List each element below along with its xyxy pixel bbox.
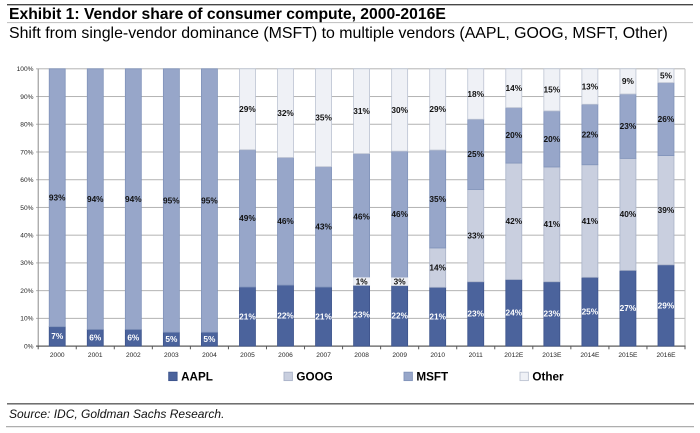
svg-text:46%: 46% — [353, 212, 370, 222]
svg-text:41%: 41% — [582, 216, 599, 226]
svg-text:23%: 23% — [620, 121, 637, 131]
svg-text:23%: 23% — [544, 309, 561, 319]
svg-text:5%: 5% — [660, 71, 673, 81]
svg-text:49%: 49% — [239, 213, 256, 223]
svg-text:2015E: 2015E — [618, 352, 638, 359]
svg-text:33%: 33% — [467, 230, 484, 240]
svg-text:Source: IDC, Goldman Sachs Res: Source: IDC, Goldman Sachs Research. — [9, 407, 224, 421]
svg-text:23%: 23% — [467, 309, 484, 319]
svg-text:46%: 46% — [277, 216, 294, 226]
svg-text:6%: 6% — [89, 333, 102, 343]
svg-text:21%: 21% — [315, 311, 332, 321]
svg-text:Other: Other — [532, 371, 564, 384]
svg-text:2006: 2006 — [278, 352, 293, 359]
svg-text:43%: 43% — [315, 222, 332, 232]
svg-text:2012E: 2012E — [504, 352, 524, 359]
svg-text:95%: 95% — [201, 195, 218, 205]
svg-text:2003: 2003 — [164, 352, 179, 359]
svg-text:40%: 40% — [620, 209, 637, 219]
svg-text:2002: 2002 — [126, 352, 141, 359]
svg-text:Shift from single-vendor domin: Shift from single-vendor dominance (MSFT… — [9, 25, 668, 42]
svg-text:9%: 9% — [622, 76, 635, 86]
svg-text:29%: 29% — [429, 104, 446, 114]
svg-text:18%: 18% — [467, 89, 484, 99]
svg-text:42%: 42% — [505, 216, 522, 226]
svg-text:14%: 14% — [429, 262, 446, 272]
svg-text:MSFT: MSFT — [416, 371, 449, 384]
svg-text:2013E: 2013E — [542, 352, 562, 359]
svg-text:2010: 2010 — [430, 352, 445, 359]
svg-text:10%: 10% — [20, 316, 33, 323]
svg-text:39%: 39% — [658, 205, 675, 215]
svg-text:5%: 5% — [203, 334, 216, 344]
svg-text:100%: 100% — [17, 66, 34, 73]
svg-text:25%: 25% — [582, 307, 599, 317]
svg-text:35%: 35% — [315, 113, 332, 123]
svg-text:30%: 30% — [391, 105, 408, 115]
svg-text:21%: 21% — [429, 312, 446, 322]
svg-text:22%: 22% — [391, 311, 408, 321]
svg-text:2011: 2011 — [469, 352, 484, 359]
svg-text:25%: 25% — [467, 149, 484, 159]
svg-text:14%: 14% — [505, 83, 522, 93]
svg-text:46%: 46% — [391, 209, 408, 219]
svg-text:2008: 2008 — [354, 352, 369, 359]
svg-text:2016E: 2016E — [656, 352, 676, 359]
svg-text:29%: 29% — [658, 300, 675, 310]
svg-text:2007: 2007 — [316, 352, 331, 359]
svg-text:2005: 2005 — [240, 352, 255, 359]
svg-text:22%: 22% — [582, 129, 599, 139]
svg-text:2009: 2009 — [392, 352, 407, 359]
svg-text:15%: 15% — [544, 85, 561, 95]
svg-text:0%: 0% — [24, 343, 34, 350]
svg-text:2004: 2004 — [202, 352, 217, 359]
svg-text:31%: 31% — [353, 106, 370, 116]
svg-text:20%: 20% — [544, 134, 561, 144]
svg-text:94%: 94% — [87, 194, 104, 204]
svg-text:26%: 26% — [658, 114, 675, 124]
svg-text:2000: 2000 — [50, 352, 65, 359]
svg-text:AAPL: AAPL — [181, 371, 213, 384]
svg-text:70%: 70% — [20, 149, 33, 156]
svg-text:20%: 20% — [20, 288, 33, 295]
svg-text:13%: 13% — [582, 81, 599, 91]
svg-text:2014E: 2014E — [580, 352, 600, 359]
svg-text:94%: 94% — [125, 194, 142, 204]
svg-text:27%: 27% — [620, 303, 637, 313]
svg-text:24%: 24% — [505, 308, 522, 318]
svg-text:21%: 21% — [239, 311, 256, 321]
svg-text:35%: 35% — [429, 194, 446, 204]
svg-text:41%: 41% — [544, 219, 561, 229]
svg-text:40%: 40% — [20, 232, 33, 239]
svg-text:7%: 7% — [51, 331, 64, 341]
svg-text:80%: 80% — [20, 122, 33, 129]
svg-text:22%: 22% — [277, 310, 294, 320]
svg-text:95%: 95% — [163, 195, 180, 205]
svg-text:GOOG: GOOG — [296, 371, 332, 384]
svg-text:32%: 32% — [277, 108, 294, 118]
svg-text:5%: 5% — [165, 334, 178, 344]
svg-text:50%: 50% — [20, 205, 33, 212]
svg-text:30%: 30% — [20, 260, 33, 267]
svg-text:6%: 6% — [127, 333, 140, 343]
svg-text:90%: 90% — [20, 94, 33, 101]
svg-text:29%: 29% — [239, 104, 256, 114]
svg-text:3%: 3% — [394, 276, 407, 286]
svg-text:20%: 20% — [505, 130, 522, 140]
svg-text:1%: 1% — [356, 276, 369, 286]
svg-text:2001: 2001 — [88, 352, 103, 359]
svg-text:93%: 93% — [49, 193, 66, 203]
svg-text:Exhibit 1: Vendor share of con: Exhibit 1: Vendor share of consumer comp… — [9, 6, 446, 23]
svg-text:23%: 23% — [353, 309, 370, 319]
svg-text:60%: 60% — [20, 177, 33, 184]
